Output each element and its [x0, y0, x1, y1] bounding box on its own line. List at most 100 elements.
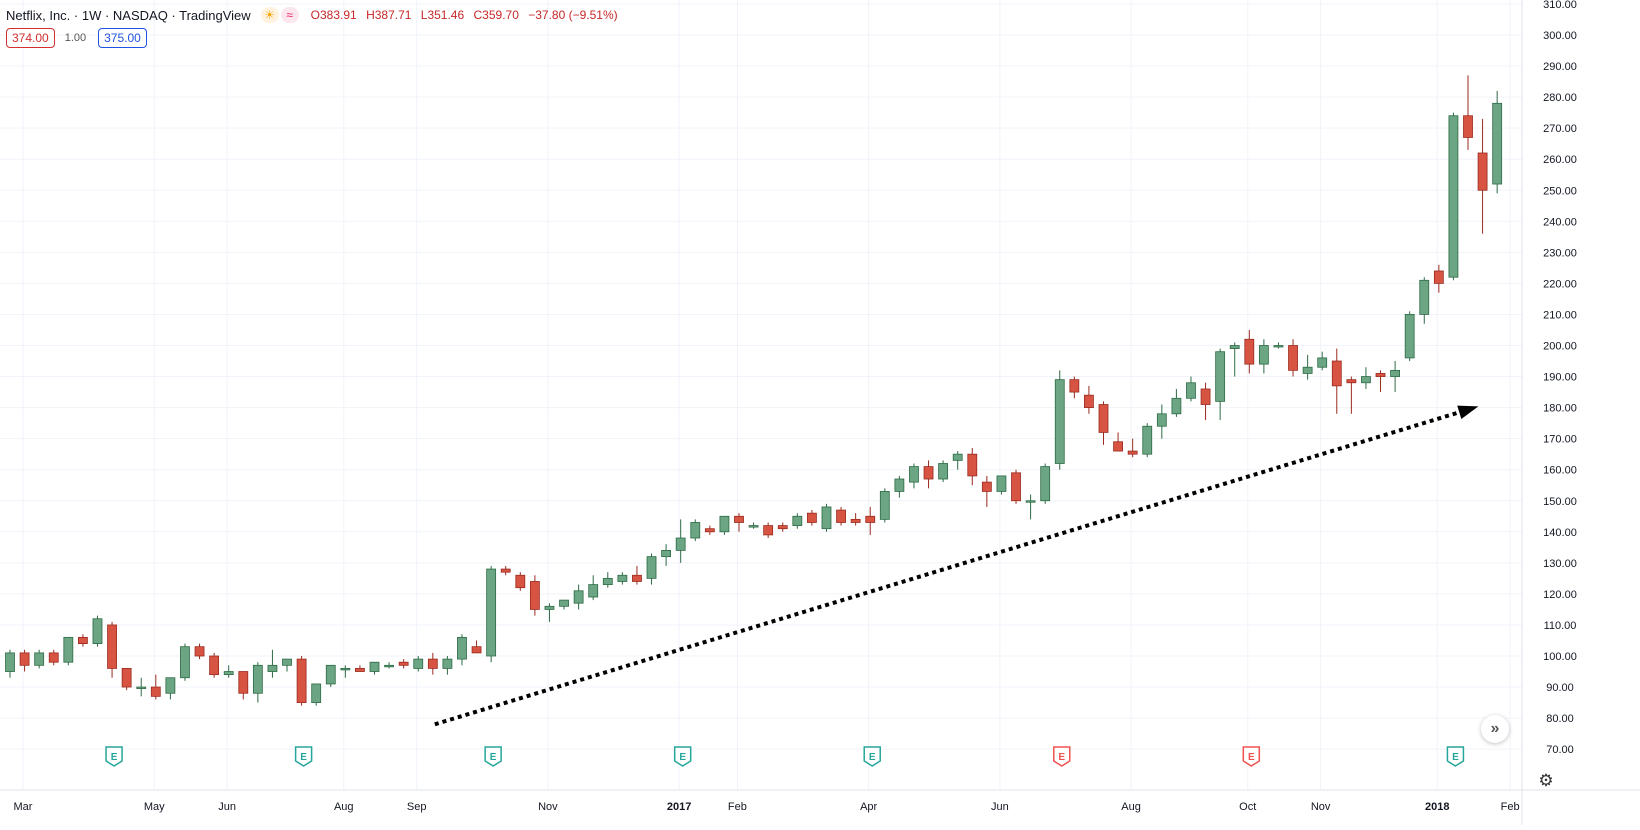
- candle-body: [807, 512, 817, 523]
- candle-body: [296, 658, 307, 703]
- candle-body: [1186, 382, 1196, 399]
- candle: [544, 603, 555, 622]
- candle-body: [369, 661, 380, 672]
- candle-body: [850, 518, 861, 523]
- candle: [1361, 367, 1371, 389]
- candle: [78, 634, 88, 647]
- candle: [223, 665, 234, 678]
- candle: [1113, 432, 1123, 452]
- market-status-sun-icon[interactable]: ☀: [260, 7, 279, 23]
- candle-body: [1477, 152, 1488, 191]
- candle-body: [1331, 360, 1342, 387]
- candle: [1433, 264, 1444, 293]
- candle-body: [194, 646, 205, 657]
- price-tick-label: 270.00: [1543, 123, 1577, 135]
- candle: [515, 572, 526, 591]
- trend-arrow-line[interactable]: [434, 405, 1476, 727]
- candle-body: [1069, 379, 1080, 393]
- candle: [602, 572, 613, 588]
- trend-arrow-head[interactable]: [1457, 405, 1479, 419]
- candle-body: [573, 590, 584, 604]
- earnings-marker-shape[interactable]: [294, 746, 313, 767]
- candle-body: [719, 515, 730, 533]
- candle-body: [967, 453, 978, 477]
- open-value: O383.91: [310, 8, 357, 22]
- quote-row: 374.00 1.00 375.00: [6, 28, 147, 48]
- candle-body: [836, 509, 846, 523]
- candle: [500, 565, 511, 576]
- earnings-e-icon[interactable]: E: [294, 746, 313, 767]
- earnings-e-icon[interactable]: E: [105, 746, 123, 767]
- price-tick-label: 100.00: [1543, 651, 1577, 663]
- earnings-e-icon[interactable]: E: [484, 746, 502, 767]
- candle: [559, 599, 569, 610]
- ask-price-button[interactable]: 375.00: [98, 28, 147, 48]
- candle: [1258, 339, 1269, 374]
- candle: [457, 634, 467, 666]
- candle-body: [136, 686, 147, 689]
- candle: [1186, 376, 1196, 402]
- candle: [296, 656, 307, 706]
- candle: [267, 649, 278, 678]
- earnings-e-icon[interactable]: E: [863, 746, 881, 767]
- earnings-e-icon[interactable]: E: [1053, 746, 1071, 767]
- candle-body: [107, 624, 117, 669]
- candle: [1288, 339, 1298, 377]
- gear-icon[interactable]: ⚙: [1538, 771, 1554, 790]
- candle: [1463, 75, 1473, 150]
- time-tick-label: 2018: [1425, 801, 1449, 813]
- earnings-marker-shape[interactable]: [1053, 746, 1071, 767]
- candle: [1244, 329, 1255, 374]
- candle-body: [1317, 357, 1328, 368]
- candle-body: [1156, 413, 1167, 427]
- candle-body: [413, 658, 424, 669]
- candle-body: [398, 661, 409, 666]
- candle: [1069, 376, 1080, 399]
- earnings-e-icon[interactable]: E: [1446, 746, 1465, 767]
- candle: [690, 519, 701, 542]
- earnings-marker-shape[interactable]: [863, 746, 881, 767]
- earnings-e-icon[interactable]: E: [1242, 746, 1261, 767]
- candle-body: [486, 568, 497, 657]
- candle-body: [19, 652, 30, 666]
- earnings-marker-shape[interactable]: [673, 746, 692, 767]
- price-tick-label: 250.00: [1543, 185, 1577, 197]
- candle: [923, 460, 934, 489]
- candle-body: [952, 453, 963, 461]
- candle-body: [879, 491, 890, 520]
- candle: [107, 621, 117, 678]
- candle: [1040, 463, 1051, 504]
- earnings-marker-shape[interactable]: [484, 746, 502, 767]
- scroll-to-latest-icon[interactable]: »: [1481, 715, 1509, 743]
- data-delay-wave-icon[interactable]: ≈: [280, 7, 299, 23]
- candle: [1273, 342, 1284, 349]
- candle-body: [442, 658, 453, 669]
- earnings-marker-shape[interactable]: [105, 746, 123, 767]
- time-tick-label: 2017: [667, 801, 691, 813]
- candle: [1317, 351, 1328, 371]
- time-axis[interactable]: Mar May Jun Aug Sep Nov 2017 Feb Apr Jun Aug Oct Nov…: [14, 801, 1520, 813]
- candle: [311, 683, 322, 706]
- candle: [413, 656, 424, 672]
- earnings-marker-shape[interactable]: [1446, 746, 1465, 767]
- candle-body: [1448, 115, 1459, 278]
- candle-body: [92, 618, 103, 644]
- time-tick-label: Nov: [1311, 801, 1331, 813]
- candle-body: [1054, 379, 1065, 464]
- candle-body: [325, 664, 336, 685]
- bid-price-button[interactable]: 374.00: [6, 28, 55, 48]
- price-axis[interactable]: 310.00 300.00 290.00 280.00 270.00 260.00 250.…: [1543, 0, 1577, 756]
- earnings-marker-shape[interactable]: [1242, 746, 1261, 767]
- candle: [646, 553, 657, 585]
- price-tick-label: 170.00: [1543, 434, 1577, 446]
- candle: [763, 522, 774, 539]
- candle: [661, 544, 671, 566]
- candle-body: [792, 515, 803, 526]
- symbol-title[interactable]: Netflix, Inc. · 1W · NASDAQ · TradingVie…: [6, 7, 251, 23]
- earnings-e-icon[interactable]: E: [673, 746, 692, 767]
- candle: [529, 575, 540, 616]
- candle-body: [384, 664, 394, 668]
- trend-arrow-drawing[interactable]: [434, 405, 1479, 727]
